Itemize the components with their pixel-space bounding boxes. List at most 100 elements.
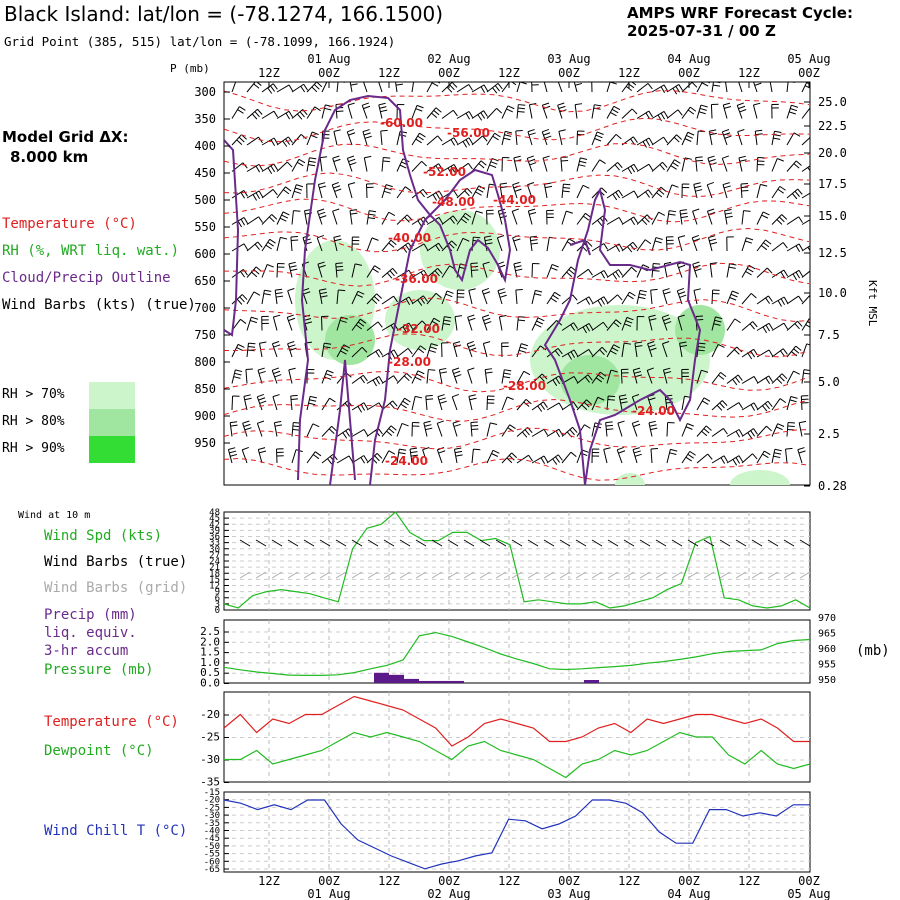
wind-barb-staff [316,237,323,252]
wind-barb-feather [490,422,498,425]
wind-barb-feather [386,430,393,437]
height-axis: 25.022.520.017.515.012.510.07.55.02.50.2… [804,95,847,493]
wind-barb-staff [271,343,278,358]
wind-barb-staff [366,376,380,384]
wind-barb-feather [660,112,666,120]
wind-barb-staff [513,157,518,172]
temperature-contour-label: -24.00 [385,454,428,468]
wind-barb-feather [422,295,428,302]
wind-barb-feather [773,134,781,137]
y-tick-label: 42 [209,520,220,530]
wind-barb-feather [607,399,615,401]
wind-barb-staff [481,317,488,331]
wind-barb-feather [491,453,499,457]
wind-barb-staff [710,104,713,119]
wind-barb-staff [741,321,754,331]
wind-barb-feather [514,265,522,268]
wind-barb-staff [321,82,328,93]
wind-barb-feather [645,191,651,198]
wind-barb-feather [349,162,357,166]
wind-barb-feather [452,393,460,398]
wind-barb-feather [237,343,245,348]
surface-wind-barb-true [767,539,779,547]
wind-barb-feather [300,85,306,93]
wind-barb-feather [450,165,456,173]
surface-wind-barb-true [719,539,731,547]
wind-barb-feather [660,86,666,93]
wind-barb-feather [739,109,747,113]
wind-barb-feather [737,102,744,106]
wind-barb-feather [689,450,696,456]
y-tick-label: 9 [215,588,220,598]
wind-barb-feather [317,234,325,239]
wind-barb-feather [407,348,413,355]
legend-dewpoint: Dewpoint (°C) [44,743,154,759]
bottom-time-label: 00Z [438,874,460,888]
rh-shading [295,210,790,485]
wind-barb-feather [298,158,306,164]
wind-barb-feather [363,132,371,136]
wind-barb-feather [603,270,609,277]
wind-barb-feather [506,396,514,400]
wind-barb-feather [780,298,786,306]
wind-barb-feather [774,130,782,133]
wind-barb-feather [582,215,590,221]
cloud-outline-5 [569,238,591,256]
wind-barb-feather [617,446,624,451]
wind-barb-staff [426,135,438,146]
wind-barb-staff [381,239,392,252]
surface-wind-barb-true [783,539,795,547]
height-tick-label: 22.5 [818,119,847,133]
wind-barb-feather [467,340,474,345]
p-tick-label: 550 [194,220,216,234]
wind-barb-feather [273,370,281,375]
wind-barb-feather [619,397,627,401]
wind-barb-feather [244,427,252,431]
wind-barb-feather [685,456,692,462]
wind-barb-staff [756,322,770,331]
wind-barb-feather [285,138,291,145]
wind-barb-feather [327,458,333,465]
wind-barb-feather [267,167,273,174]
wind-barb-feather [333,129,341,132]
wind-barb-feather [435,165,441,172]
wind-barb-feather [473,448,481,451]
wind-barb-feather [422,447,430,451]
wind-barb-feather [499,294,507,298]
y-tick-label: -25 [204,803,220,813]
p-tick-label: 850 [194,382,216,396]
wind-barb-feather [774,448,782,452]
wind-barb-feather [720,371,727,378]
wind-barb-staff [621,216,635,225]
wind-barb-feather [408,296,414,304]
wind-barb-feather [489,164,497,168]
cloud-outline-4 [543,187,702,485]
wind-barb-feather [658,189,665,195]
surface-wind-barb-grid [575,571,587,579]
wind-barb-feather [363,105,371,110]
wind-barb-feather [645,139,651,147]
wind-barb-feather [435,107,442,113]
wind-barb-feather [332,155,340,159]
wind-barb-staff [648,316,653,331]
wind-barb-feather [482,287,490,292]
wind-barb-feather [658,211,666,216]
wind-barb-staff [246,163,260,172]
wind-barb-feather [446,86,453,93]
wind-barb-staff [347,184,353,199]
wind-barb-feather [308,164,316,167]
p-tick-label: 950 [194,436,216,450]
wind-barb-feather [781,214,788,220]
wind-barb-staff [229,422,233,437]
wind-barb-feather [308,402,316,406]
wind-barb-staff [531,428,545,437]
wind-barb-staff [288,369,293,384]
wind-barb-staff [561,266,572,278]
wind-barb-staff [321,397,330,411]
wind-barb-feather [659,164,665,171]
wind-barb-feather [753,376,759,383]
wind-barb-staff [456,84,470,93]
wind-barb-feather [530,239,538,242]
wind-barb-feather [272,83,278,90]
